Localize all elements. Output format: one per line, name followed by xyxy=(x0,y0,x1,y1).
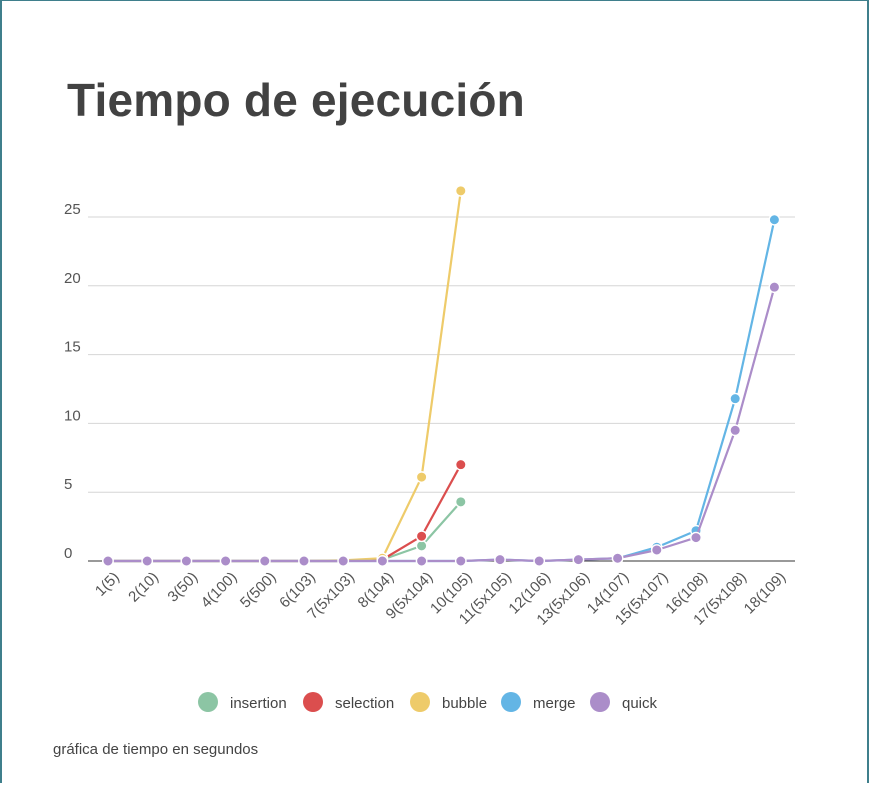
legend-label: insertion xyxy=(230,695,287,712)
legend: insertion selection bubble merge quick xyxy=(198,692,658,712)
data-point-merge[interactable] xyxy=(768,213,781,226)
data-point-quick[interactable] xyxy=(258,555,271,567)
x-tick-label: 18(109) xyxy=(741,569,790,618)
legend-item-quick[interactable]: quick xyxy=(590,692,658,712)
x-tick-label: 1(5) xyxy=(92,569,123,600)
y-axis-ticks: 0 5 10 15 20 25 xyxy=(64,201,81,562)
data-point-quick[interactable] xyxy=(337,555,350,567)
data-point-insertion[interactable] xyxy=(415,539,428,552)
series-bubble xyxy=(102,184,467,567)
series-line-bubble xyxy=(106,189,462,563)
data-point-quick[interactable] xyxy=(454,555,467,567)
x-axis-ticks: 1(5) 2(10) 3(50)4(100)5(500)6(103)7(5x103)… xyxy=(92,569,789,629)
legend-label: merge xyxy=(533,695,576,712)
data-point-quick[interactable] xyxy=(572,553,585,566)
data-point-quick[interactable] xyxy=(494,553,506,566)
x-tick-label: 5(500) xyxy=(237,569,280,612)
data-point-quick[interactable] xyxy=(650,544,663,556)
data-point-quick[interactable] xyxy=(141,555,154,567)
data-point-quick[interactable] xyxy=(768,281,781,294)
series-quick xyxy=(102,281,781,567)
x-tick-label: 3(50) xyxy=(164,569,201,606)
data-point-quick[interactable] xyxy=(690,531,702,544)
legend-item-selection[interactable]: selection xyxy=(303,692,394,712)
series-layer xyxy=(102,184,781,567)
series-line-quick xyxy=(106,286,776,563)
legend-label: quick xyxy=(622,695,658,712)
data-point-quick[interactable] xyxy=(729,424,742,437)
data-point-bubble[interactable] xyxy=(415,471,428,483)
data-point-merge[interactable] xyxy=(729,392,742,405)
legend-label: selection xyxy=(335,695,394,712)
legend-marker xyxy=(303,692,323,712)
grid-layer xyxy=(88,216,795,562)
data-point-selection[interactable] xyxy=(415,530,428,543)
data-point-quick[interactable] xyxy=(376,555,389,567)
data-point-bubble[interactable] xyxy=(454,184,467,197)
legend-item-bubble[interactable]: bubble xyxy=(410,692,487,712)
data-point-insertion[interactable] xyxy=(454,495,467,508)
data-point-quick[interactable] xyxy=(219,555,232,567)
y-tick-label: 0 xyxy=(64,545,72,562)
series-merge xyxy=(102,213,781,567)
legend-marker xyxy=(590,692,610,712)
legend-marker xyxy=(501,692,521,712)
data-point-quick[interactable] xyxy=(180,555,193,567)
data-point-quick[interactable] xyxy=(611,552,624,565)
data-point-quick[interactable] xyxy=(533,555,546,567)
y-tick-label: 20 xyxy=(64,270,81,287)
chart-title: Tiempo de ejecución xyxy=(67,74,525,126)
series-line-insertion xyxy=(106,500,462,563)
series-line-selection xyxy=(106,463,462,563)
legend-marker xyxy=(198,692,218,712)
x-tick-label: 2(10) xyxy=(125,569,162,606)
series-insertion xyxy=(102,495,467,567)
data-point-quick[interactable] xyxy=(102,555,114,567)
y-tick-label: 10 xyxy=(64,407,81,424)
y-tick-label: 15 xyxy=(64,339,81,356)
chart-caption: gráfica de tiempo en segundos xyxy=(53,741,259,758)
legend-item-merge[interactable]: merge xyxy=(501,692,576,712)
y-tick-label: 25 xyxy=(64,201,81,218)
legend-marker xyxy=(410,692,430,712)
series-line-merge xyxy=(106,218,776,563)
legend-item-insertion[interactable]: insertion xyxy=(198,692,287,712)
legend-label: bubble xyxy=(442,695,487,712)
y-tick-label: 5 xyxy=(64,476,72,493)
x-tick-label: 4(100) xyxy=(198,569,241,612)
data-point-quick[interactable] xyxy=(298,555,310,567)
data-point-quick[interactable] xyxy=(415,555,428,567)
data-point-selection[interactable] xyxy=(454,458,467,471)
